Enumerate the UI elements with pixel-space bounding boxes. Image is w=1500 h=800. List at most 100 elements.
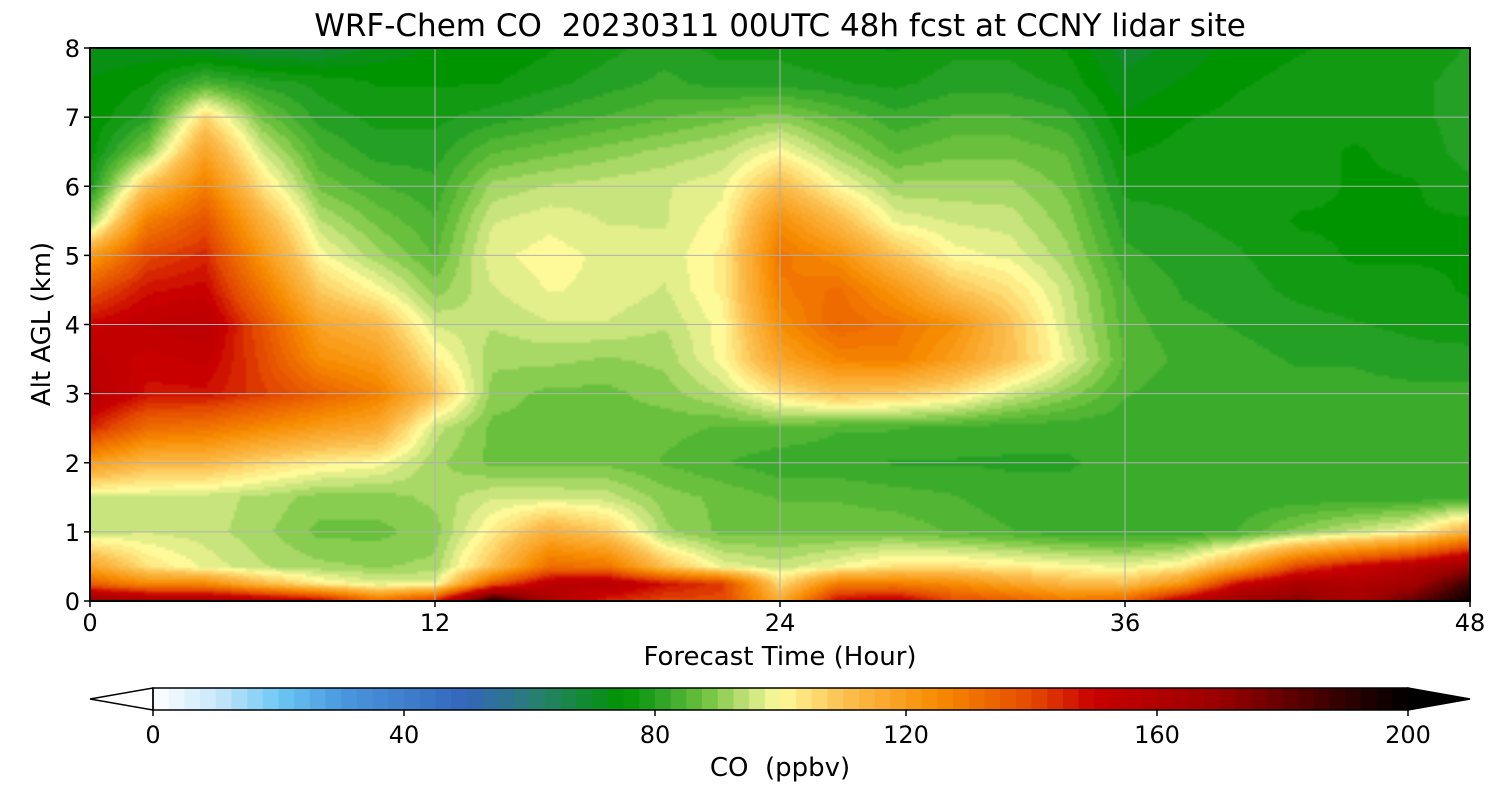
colorbar-tick-label: 80	[640, 721, 671, 749]
colorbar-segment	[592, 688, 609, 710]
colorbar-segment	[325, 688, 342, 710]
colorbar-segment	[1313, 688, 1331, 710]
colorbar-segment	[184, 688, 201, 710]
colorbar-tick-label: 0	[145, 721, 160, 749]
colorbar-segment	[984, 688, 1001, 710]
colorbar-segment	[607, 688, 625, 710]
colorbar-segment	[1392, 688, 1409, 710]
colorbar-segment	[309, 688, 327, 710]
colorbar-segment	[513, 688, 531, 710]
colorbar-segment	[153, 688, 170, 710]
colorbar-segment	[639, 688, 656, 710]
plot-area	[89, 47, 1471, 602]
x-tick-label: 12	[420, 609, 451, 637]
y-tick-label: 2	[65, 450, 80, 478]
colorbar-extend-high	[1407, 687, 1471, 711]
colorbar-tick-label: 200	[1385, 721, 1431, 749]
colorbar-segment	[937, 688, 954, 710]
colorbar-segment	[1376, 688, 1393, 710]
colorbar-segment	[749, 688, 766, 710]
colorbar-segment	[780, 688, 797, 710]
y-tick-label: 8	[65, 35, 80, 63]
colorbar: 0 40 80 120 160 200	[89, 687, 1471, 749]
colorbar-segment	[1109, 688, 1127, 710]
colorbar-segment	[906, 688, 923, 710]
y-tick-label: 5	[65, 242, 80, 270]
colorbar-segment	[1094, 688, 1111, 710]
colorbar-segment	[560, 688, 578, 710]
colorbar-segment	[1047, 688, 1064, 710]
colorbar-segment	[372, 688, 389, 710]
colorbar-segment	[874, 688, 891, 710]
colorbar-segment	[451, 688, 468, 710]
colorbar-segment	[545, 688, 562, 710]
colorbar-segment	[294, 688, 311, 710]
colorbar-segment	[670, 688, 687, 710]
x-tick-label: 0	[82, 609, 97, 637]
colorbar-segment	[388, 688, 405, 710]
y-tick-label: 6	[65, 173, 80, 201]
colorbar-segment	[827, 688, 844, 710]
colorbar-segment	[890, 688, 907, 710]
colorbar-segment	[200, 688, 217, 710]
colorbar-segment	[168, 688, 185, 710]
colorbar-segment	[1360, 688, 1378, 710]
colorbar-segment	[404, 688, 421, 710]
colorbar-segment	[482, 688, 499, 710]
colorbar-segment	[1251, 688, 1268, 710]
x-axis-label: Forecast Time (Hour)	[643, 642, 916, 672]
colorbar-segment	[262, 688, 280, 710]
colorbar-segment	[764, 688, 782, 710]
y-tick-label: 1	[65, 519, 80, 547]
colorbar-segment	[1172, 688, 1189, 710]
y-tick-label: 4	[65, 312, 80, 340]
colorbar-segment	[1266, 688, 1284, 710]
colorbar-segment	[686, 688, 703, 710]
colorbar-segment	[1000, 688, 1017, 710]
colorbar-segment	[498, 688, 515, 710]
y-axis-label: Alt AGL (km)	[27, 242, 57, 406]
colorbar-segment	[1078, 688, 1095, 710]
colorbar-label: CO (ppbv)	[710, 753, 850, 783]
colorbar-segment	[576, 688, 593, 710]
chart-title: WRF-Chem CO 20230311 00UTC 48h fcst at C…	[314, 8, 1246, 44]
colorbar-segment	[1204, 688, 1221, 710]
colorbar-segment	[1125, 688, 1142, 710]
colorbar-segment	[1329, 688, 1346, 710]
colorbar-segment	[796, 688, 813, 710]
colorbar-segment	[1235, 688, 1252, 710]
colorbar-segment	[717, 688, 735, 710]
colorbar-segment	[1015, 688, 1033, 710]
x-tick-label: 24	[765, 609, 796, 637]
y-tick-label: 3	[65, 381, 80, 409]
colorbar-segment	[1282, 688, 1299, 710]
colorbar-extend-low	[89, 687, 154, 711]
colorbar-segment	[953, 688, 970, 710]
colorbar-segment	[215, 688, 233, 710]
colorbar-tick-label: 120	[883, 721, 929, 749]
colorbar-tick-label: 160	[1134, 721, 1180, 749]
colorbar-segment	[921, 688, 938, 710]
colorbar-segment	[529, 688, 546, 710]
colorbar-tick-label: 40	[389, 721, 420, 749]
colorbar-segment	[1219, 688, 1237, 710]
colorbar-segment	[1345, 688, 1362, 710]
y-tick-label: 0	[65, 588, 80, 616]
colorbar-segment	[655, 688, 672, 710]
x-tick-label: 36	[1110, 609, 1141, 637]
colorbar-segment	[1062, 688, 1080, 710]
colorbar-segment	[858, 688, 876, 710]
colorbar-segment	[278, 688, 295, 710]
colorbar-segment	[356, 688, 374, 710]
y-tick-label: 7	[65, 104, 80, 132]
colorbar-segment	[968, 688, 986, 710]
colorbar-segment	[1157, 688, 1174, 710]
colorbar-segment	[435, 688, 452, 710]
colorbar-segment	[466, 688, 484, 710]
colorbar-segment	[733, 688, 750, 710]
colorbar-segment	[702, 688, 719, 710]
colorbar-segment	[843, 688, 860, 710]
colorbar-segment	[1188, 688, 1205, 710]
colorbar-segment	[623, 688, 640, 710]
